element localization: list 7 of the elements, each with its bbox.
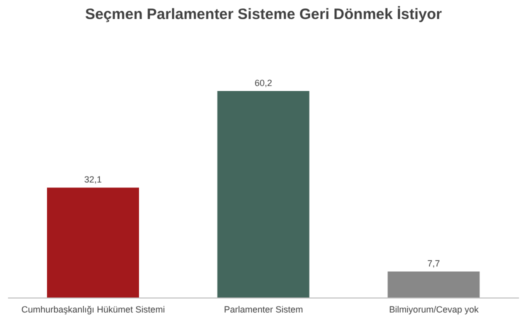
data-label: 60,2: [254, 78, 272, 88]
chart-title: Seçmen Parlamenter Sisteme Geri Dönmek İstiyor: [84, 6, 443, 23]
data-label: 32,1: [84, 174, 102, 185]
x-tick-label: Bilmiyorum/Cevap yok: [389, 304, 480, 314]
x-tick-label: Cumhurbaşkanlığı Hükümet Sistemi: [21, 304, 165, 314]
data-label: 7,7: [427, 258, 440, 269]
x-tick-label: Parlamenter Sistem: [224, 304, 304, 314]
